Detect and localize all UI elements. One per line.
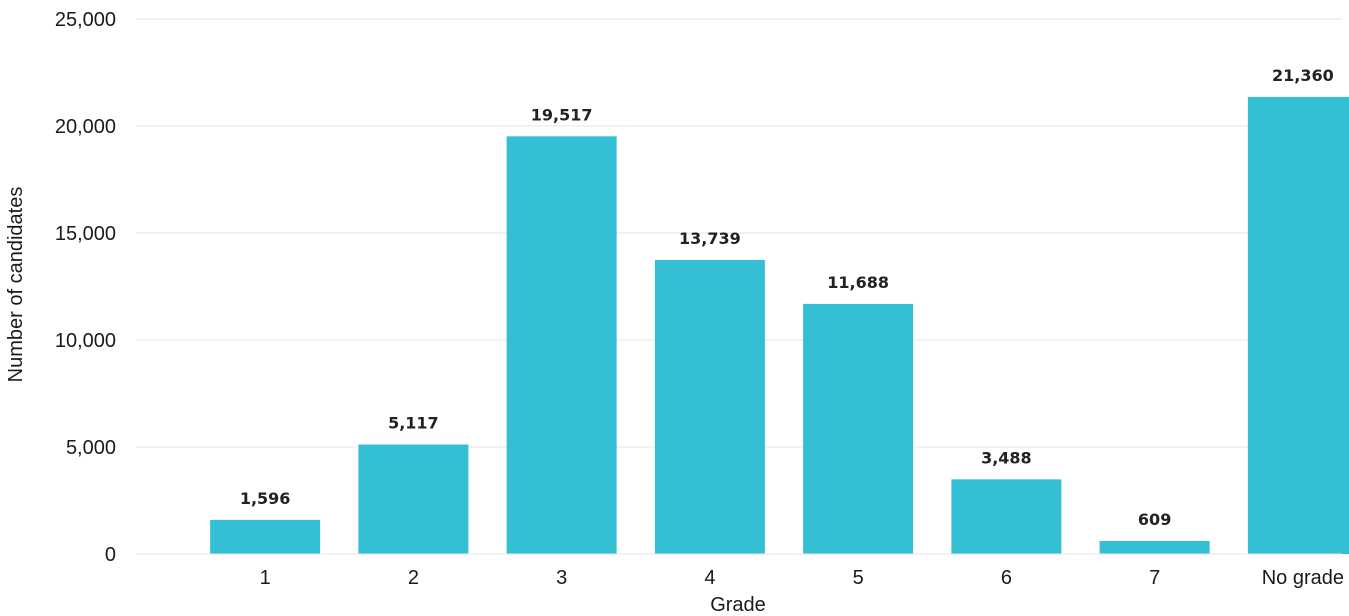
x-tick-label: 4 bbox=[704, 567, 715, 589]
x-tick-label: 2 bbox=[408, 567, 419, 589]
x-tick-label: 5 bbox=[853, 567, 864, 589]
y-axis-title: Number of candidates bbox=[5, 187, 27, 383]
bar-4 bbox=[654, 259, 765, 554]
bar-3 bbox=[506, 136, 617, 555]
y-tick-label: 15,000 bbox=[55, 223, 116, 245]
x-tick-label: 3 bbox=[556, 567, 567, 589]
bar-6 bbox=[951, 479, 1062, 554]
data-label: 609 bbox=[1138, 510, 1171, 529]
data-label: 3,488 bbox=[981, 448, 1032, 467]
x-tick-label: 6 bbox=[1001, 567, 1012, 589]
data-labels: 1,596 5,117 19,517 13,739 11,688 3,488 609 21,3… bbox=[240, 66, 1334, 529]
data-label: 13,739 bbox=[679, 229, 741, 248]
x-tick-label: 7 bbox=[1149, 567, 1160, 589]
y-tick-label: 25,000 bbox=[55, 9, 116, 31]
x-tick-label: 1 bbox=[260, 567, 271, 589]
bar-7 bbox=[1099, 540, 1210, 554]
y-axis-ticks: 0 5,000 10,000 15,000 20,000 25,000 bbox=[55, 9, 116, 566]
x-axis-title: Grade bbox=[710, 594, 766, 616]
data-label: 21,360 bbox=[1272, 66, 1334, 85]
bar-2 bbox=[358, 444, 469, 554]
data-label: 1,596 bbox=[240, 489, 291, 508]
x-axis-ticks: 1 2 3 4 5 6 7 No grade bbox=[260, 567, 1344, 589]
data-label: 19,517 bbox=[531, 105, 593, 124]
bar-1 bbox=[210, 519, 321, 554]
y-tick-label: 20,000 bbox=[55, 116, 116, 138]
bars bbox=[210, 96, 1349, 555]
grid-lines bbox=[136, 18, 1342, 448]
bar-no-grade bbox=[1247, 96, 1349, 554]
x-tick-label: No grade bbox=[1262, 567, 1344, 589]
y-tick-label: 5,000 bbox=[66, 437, 116, 459]
y-tick-label: 0 bbox=[105, 544, 116, 566]
data-label: 5,117 bbox=[388, 413, 439, 432]
data-label: 11,688 bbox=[827, 273, 889, 292]
y-tick-label: 10,000 bbox=[55, 330, 116, 352]
bar-5 bbox=[803, 303, 914, 554]
